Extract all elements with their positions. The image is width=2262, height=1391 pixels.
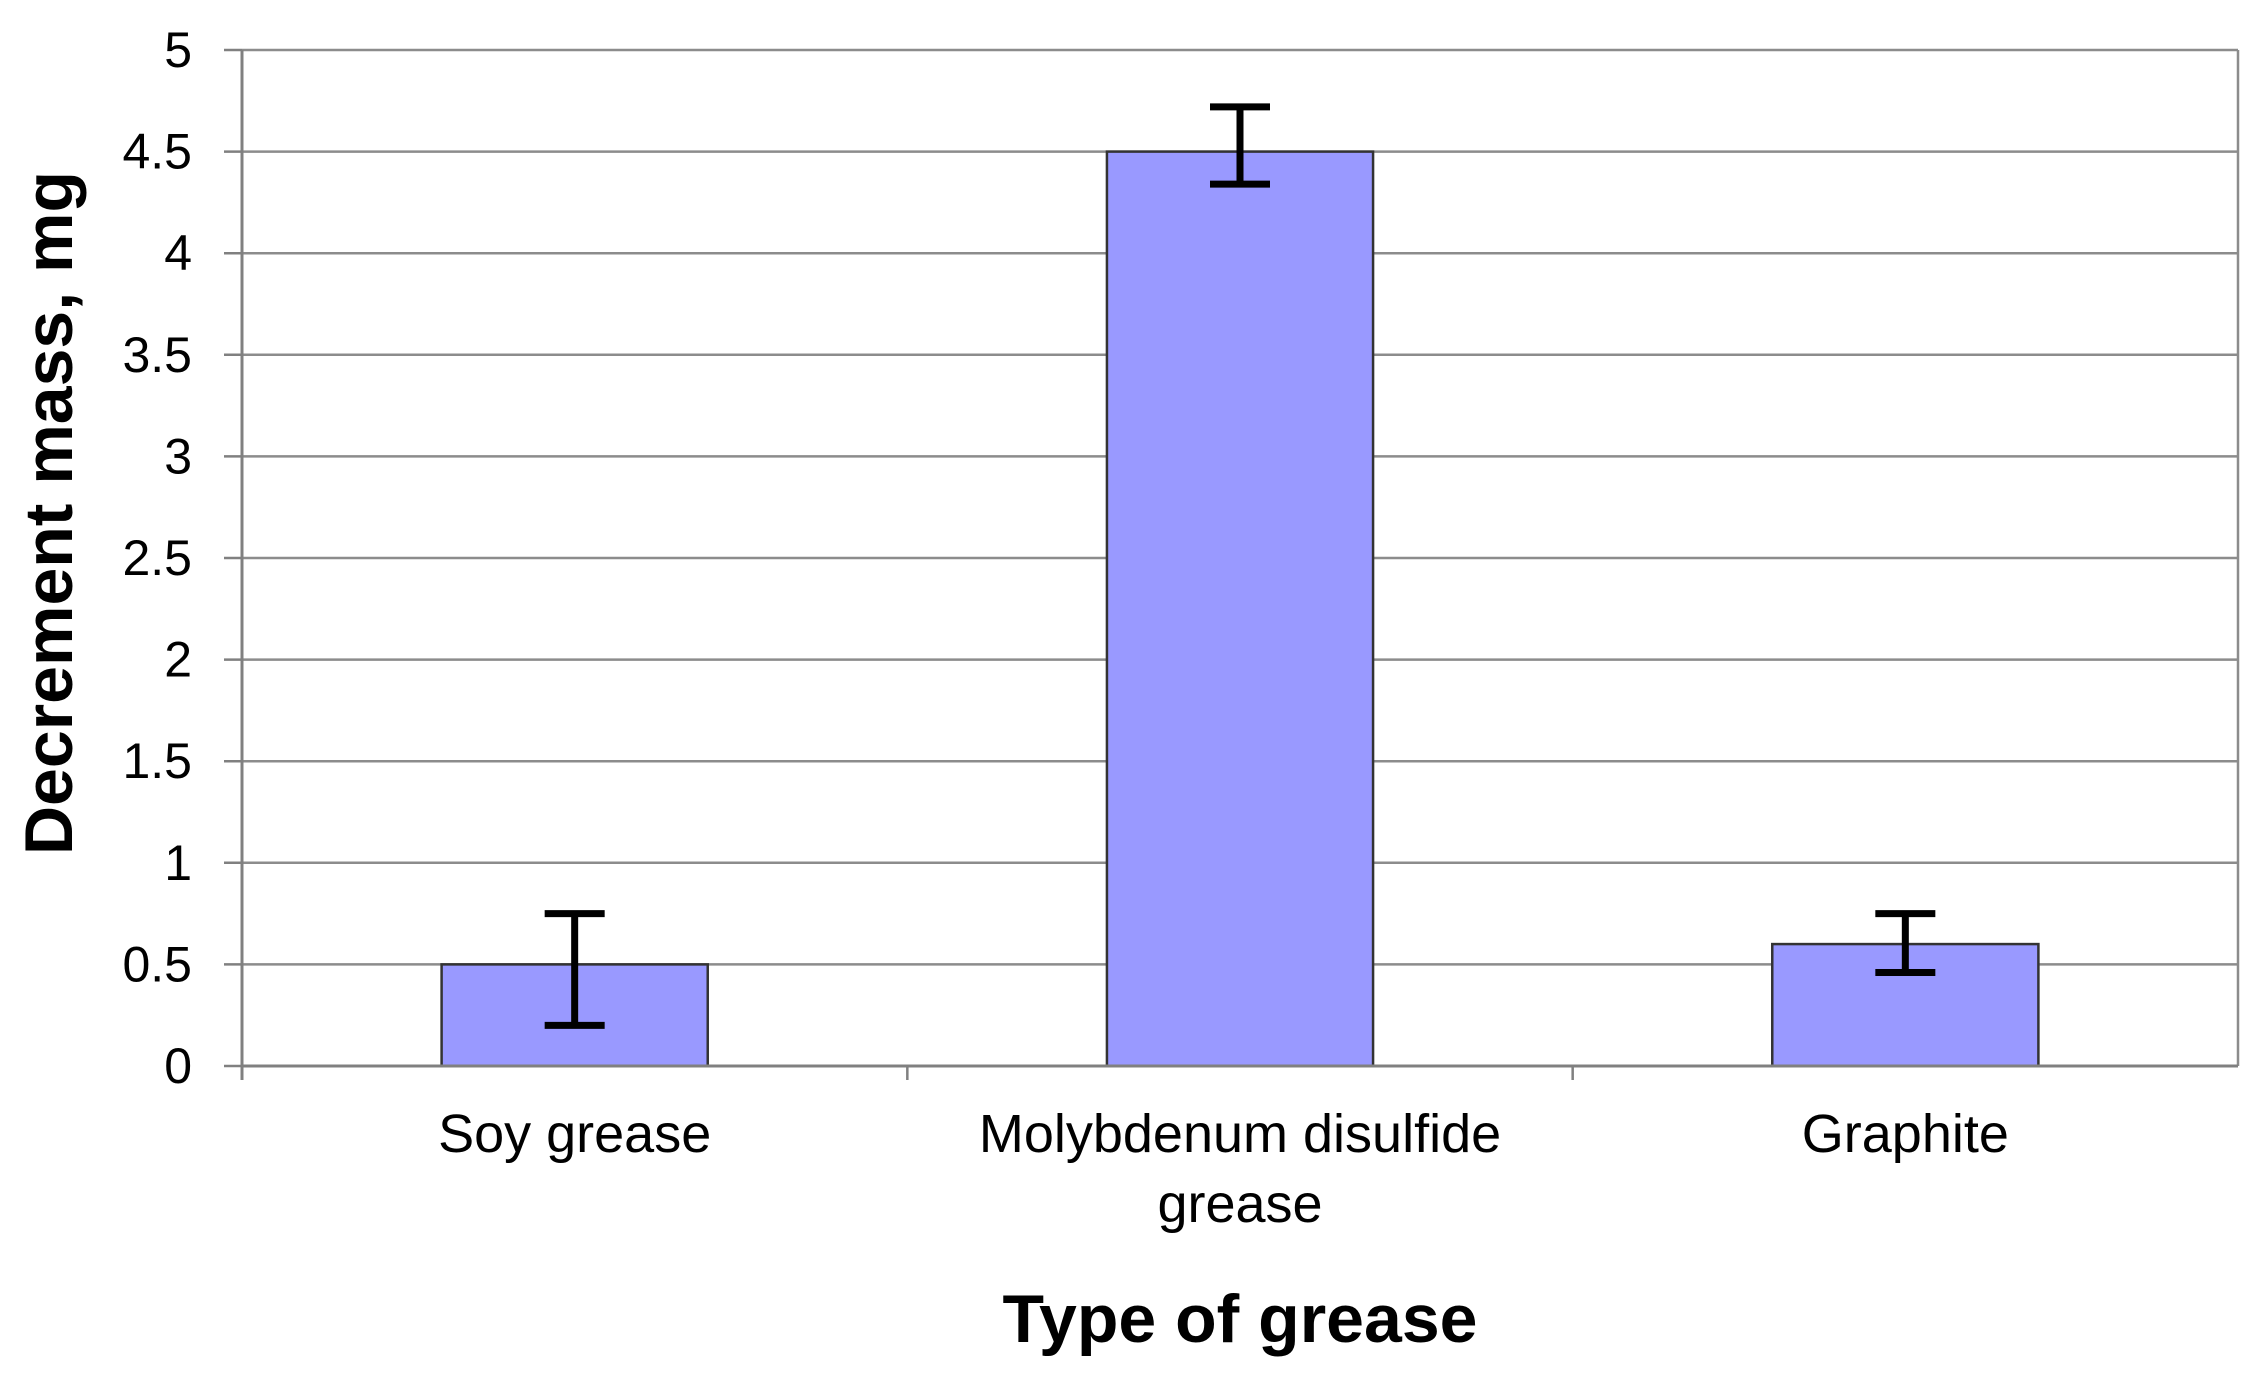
axes	[224, 48, 2240, 1080]
y-tick-label: 3.5	[122, 327, 192, 383]
x-category-label: Molybdenum disulfide	[979, 1104, 1501, 1164]
y-tick-label: 2.5	[122, 530, 192, 586]
x-axis-title: Type of grease	[1003, 1281, 1478, 1357]
y-tick-label: 1.5	[122, 733, 192, 789]
y-tick-label: 4.5	[122, 124, 192, 180]
x-category-labels: Soy grease Molybdenum disulfide grease Grap…	[438, 1104, 2009, 1234]
bar	[1105, 150, 1375, 1068]
bars	[440, 150, 2040, 1068]
y-axis-title: Decrement mass, mg	[11, 171, 87, 855]
error-bars	[544, 103, 1936, 1029]
y-tick-label: 4	[164, 225, 192, 281]
y-tick-label: 0	[164, 1038, 192, 1094]
x-category-label: Graphite	[1802, 1104, 2009, 1164]
y-tick-label: 0.5	[122, 936, 192, 992]
y-tick-label: 3	[164, 428, 192, 484]
x-category-label: grease	[1157, 1174, 1322, 1234]
x-category-label: Soy grease	[438, 1104, 711, 1164]
y-tick-label: 2	[164, 632, 192, 688]
y-tick-label: 1	[164, 835, 192, 891]
y-tick-label: 5	[164, 22, 192, 78]
y-tick-labels: 0 0.5 1 1.5 2 2.5 3 3.5 4 4.5 5	[122, 22, 192, 1094]
